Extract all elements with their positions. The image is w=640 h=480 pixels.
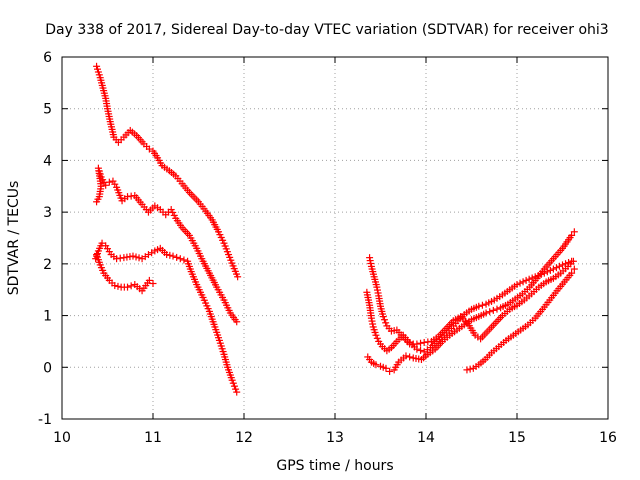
data-point-fill bbox=[516, 279, 524, 287]
data-point bbox=[570, 228, 578, 236]
data-point bbox=[402, 352, 410, 360]
grid-layer bbox=[62, 57, 608, 419]
data-point bbox=[102, 181, 110, 189]
data-point bbox=[413, 340, 421, 348]
data-point bbox=[129, 252, 137, 260]
data-point-fill bbox=[173, 253, 181, 261]
data-point bbox=[475, 302, 483, 310]
y-tick-label: 0 bbox=[43, 360, 52, 376]
data-point bbox=[549, 265, 557, 273]
x-tick-label: 11 bbox=[144, 430, 162, 446]
data-point-fill bbox=[148, 249, 156, 257]
data-point-fill bbox=[232, 385, 240, 393]
chart-title: Day 338 of 2017, Sidereal Day-to-day VTE… bbox=[45, 22, 608, 38]
data-point-fill bbox=[382, 319, 390, 327]
data-point-fill bbox=[114, 282, 122, 290]
x-tick-label: 15 bbox=[508, 430, 526, 446]
x-tick-label: 13 bbox=[326, 430, 344, 446]
data-point bbox=[176, 255, 184, 263]
data-point bbox=[513, 281, 521, 289]
data-point-fill bbox=[406, 353, 414, 361]
data-point bbox=[379, 313, 387, 321]
y-tick-label: 2 bbox=[43, 257, 52, 273]
data-point-fill bbox=[417, 346, 425, 354]
x-tick-label: 16 bbox=[599, 430, 617, 446]
y-axis-label: SDTVAR / TECUs bbox=[6, 181, 22, 296]
data-point-fill bbox=[230, 382, 238, 390]
plot-frame bbox=[61, 56, 609, 420]
y-tick-label: 3 bbox=[43, 205, 52, 221]
data-point-fill bbox=[493, 305, 501, 313]
data-point-fill bbox=[127, 282, 135, 290]
y-tick-label: 1 bbox=[43, 309, 52, 325]
data-point bbox=[569, 257, 577, 265]
data-point bbox=[372, 331, 380, 339]
data-point bbox=[482, 309, 490, 317]
data-point-fill bbox=[552, 264, 560, 272]
data-point-fill bbox=[466, 365, 474, 373]
data-point bbox=[559, 261, 566, 269]
x-tick-label: 10 bbox=[53, 430, 71, 446]
data-point bbox=[169, 252, 177, 260]
data-point-fill bbox=[486, 308, 494, 316]
x-axis-label: GPS time / hours bbox=[276, 458, 393, 474]
data-point-fill bbox=[180, 256, 188, 264]
data-point bbox=[149, 280, 157, 288]
y-tick-label: 5 bbox=[43, 102, 52, 118]
data-point bbox=[463, 366, 471, 374]
data-point bbox=[522, 276, 530, 284]
data-point-fill bbox=[555, 262, 563, 270]
data-point bbox=[568, 269, 576, 277]
data-point-fill bbox=[166, 251, 174, 259]
data-point bbox=[111, 282, 119, 290]
data-point bbox=[105, 178, 113, 186]
x-tick-label: 14 bbox=[417, 430, 435, 446]
data-point bbox=[233, 318, 241, 326]
data-point bbox=[145, 276, 153, 284]
data-point bbox=[234, 273, 242, 281]
data-point-fill bbox=[525, 275, 533, 283]
data-point-fill bbox=[135, 254, 143, 262]
data-point-fill bbox=[373, 334, 381, 342]
data-point bbox=[570, 265, 578, 273]
data-point bbox=[386, 367, 394, 375]
data-point bbox=[233, 388, 241, 396]
data-point-fill bbox=[519, 278, 527, 286]
y-tick-label: -1 bbox=[38, 412, 52, 428]
y-tick-label: 6 bbox=[43, 50, 52, 66]
data-point-fill bbox=[417, 339, 425, 347]
data-point bbox=[163, 251, 171, 259]
data-point bbox=[109, 177, 117, 185]
data-point bbox=[145, 145, 153, 153]
data-point-fill bbox=[546, 266, 554, 274]
data-point-fill bbox=[229, 379, 237, 387]
data-point bbox=[372, 361, 380, 369]
data-point bbox=[124, 283, 132, 291]
data-point bbox=[98, 239, 106, 247]
marks-layer bbox=[92, 62, 578, 396]
x-tick-label: 12 bbox=[235, 430, 253, 446]
data-point bbox=[489, 306, 497, 314]
data-point-fill bbox=[132, 253, 140, 261]
data-point bbox=[382, 364, 390, 372]
data-point-fill bbox=[380, 316, 388, 324]
y-tick-label: 4 bbox=[43, 153, 52, 169]
data-point bbox=[228, 376, 236, 384]
data-point-fill bbox=[478, 301, 486, 309]
data-point bbox=[568, 231, 576, 239]
